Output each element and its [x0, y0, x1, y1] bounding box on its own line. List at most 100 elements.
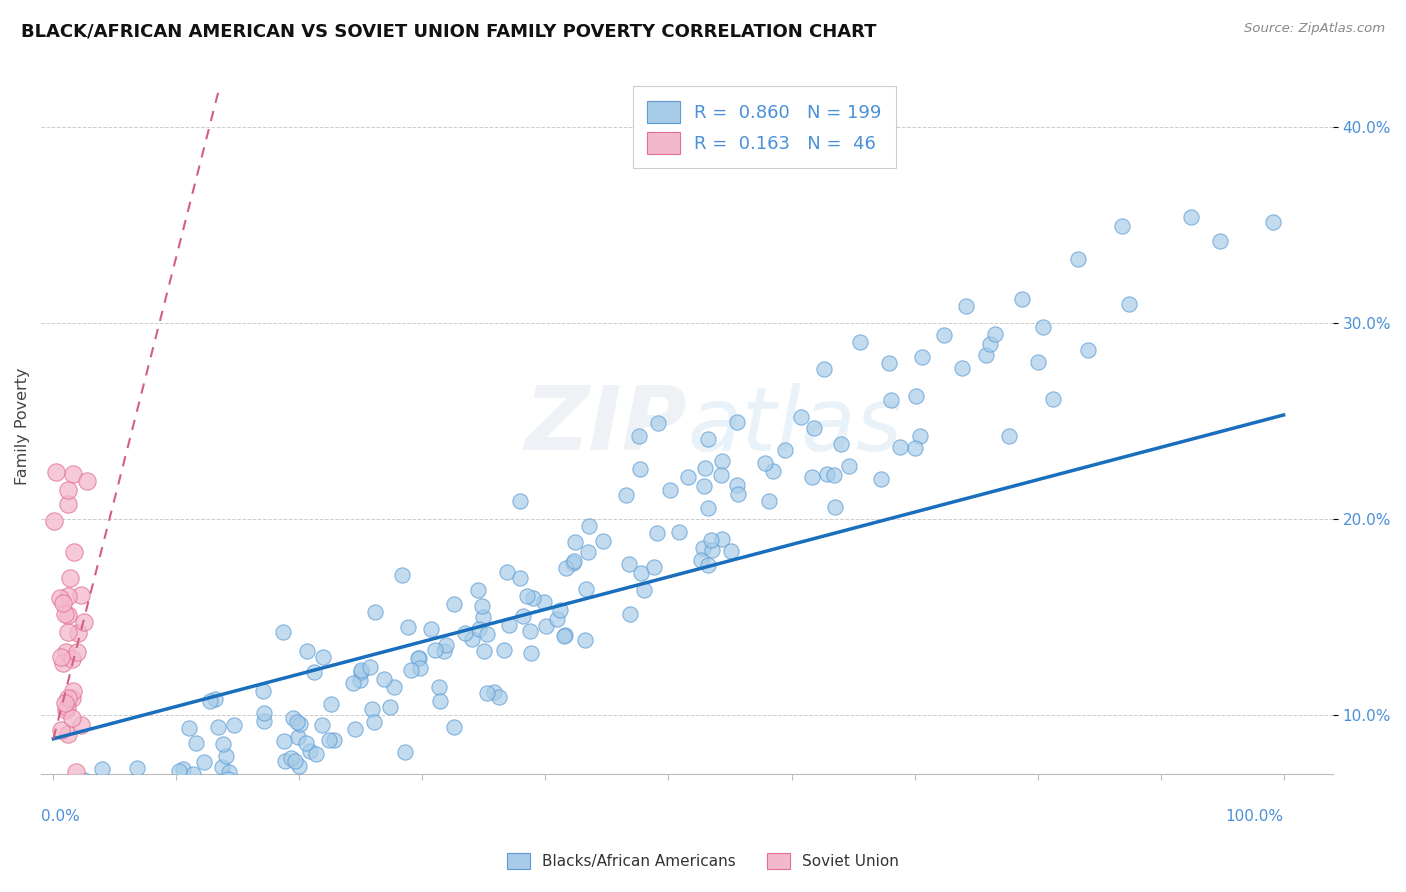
Point [319, 697, 342, 711]
Point [287, 759, 309, 773]
Point [696, 500, 718, 515]
Point [689, 552, 711, 566]
Point [408, 650, 430, 665]
Point [692, 479, 714, 493]
Point [361, 701, 384, 715]
Point [288, 717, 311, 731]
Point [218, 787, 240, 801]
Point [253, 706, 276, 720]
Point [304, 747, 326, 761]
Point [630, 566, 652, 581]
Point [467, 622, 489, 636]
Point [546, 612, 568, 626]
Point [58, 787, 80, 801]
Point [53, 696, 76, 710]
Point [1180, 211, 1202, 225]
Point [461, 632, 484, 647]
Point [633, 583, 655, 598]
Point [73, 615, 96, 629]
Point [800, 470, 823, 484]
Point [519, 624, 541, 638]
Point [56, 607, 79, 622]
Point [254, 787, 277, 801]
Point [494, 642, 516, 657]
Point [271, 624, 294, 639]
Point [52, 657, 75, 671]
Point [1118, 297, 1140, 311]
Point [76, 474, 98, 488]
Point [1032, 319, 1054, 334]
Point [443, 721, 465, 735]
Point [177, 721, 200, 735]
Point [269, 787, 291, 801]
Point [1067, 252, 1090, 266]
Point [70, 718, 93, 732]
Point [475, 627, 498, 641]
Point [311, 717, 333, 731]
Point [62, 467, 84, 481]
Point [350, 663, 373, 677]
Text: atlas: atlas [688, 383, 901, 469]
Point [218, 765, 240, 780]
Point [222, 717, 245, 731]
Point [1028, 354, 1050, 368]
Point [710, 468, 733, 483]
Point [59, 571, 82, 585]
Point [877, 356, 900, 370]
Point [533, 594, 555, 608]
Point [659, 483, 682, 497]
Point [496, 565, 519, 579]
Point [257, 787, 280, 801]
Point [245, 784, 267, 798]
Point [342, 676, 364, 690]
Point [562, 556, 585, 570]
Point [823, 467, 845, 482]
Point [62, 684, 84, 698]
Point [90, 762, 112, 776]
Point [56, 691, 79, 706]
Point [754, 456, 776, 470]
Point [56, 589, 79, 603]
Point [578, 519, 600, 533]
Point [815, 467, 838, 481]
Point [58, 496, 80, 510]
Point [274, 754, 297, 768]
Point [312, 649, 335, 664]
Point [498, 618, 520, 632]
Point [58, 781, 80, 796]
Point [550, 602, 572, 616]
Point [908, 428, 931, 442]
Point [204, 692, 226, 706]
Point [280, 751, 302, 765]
Point [287, 730, 309, 744]
Point [60, 651, 83, 665]
Point [200, 787, 222, 801]
Point [427, 680, 450, 694]
Point [364, 605, 387, 619]
Point [471, 599, 494, 614]
Point [60, 787, 83, 801]
Point [350, 665, 373, 680]
Legend: R =  0.860   N = 199, R =  0.163   N =  46: R = 0.860 N = 199, R = 0.163 N = 46 [633, 87, 896, 169]
Point [889, 440, 911, 454]
Point [950, 360, 973, 375]
Point [344, 787, 367, 801]
Point [467, 582, 489, 597]
Point [214, 775, 236, 789]
Legend: Blacks/African Americans, Soviet Union: Blacks/African Americans, Soviet Union [501, 847, 905, 875]
Point [488, 690, 510, 705]
Point [291, 787, 314, 801]
Point [696, 558, 718, 572]
Point [553, 629, 575, 643]
Point [65, 765, 87, 780]
Point [484, 685, 506, 699]
Point [193, 756, 215, 770]
Point [214, 749, 236, 764]
Point [373, 672, 395, 686]
Point [394, 745, 416, 759]
Point [232, 787, 254, 801]
Point [904, 389, 927, 403]
Point [1077, 343, 1099, 358]
Point [619, 558, 641, 572]
Point [76, 787, 98, 801]
